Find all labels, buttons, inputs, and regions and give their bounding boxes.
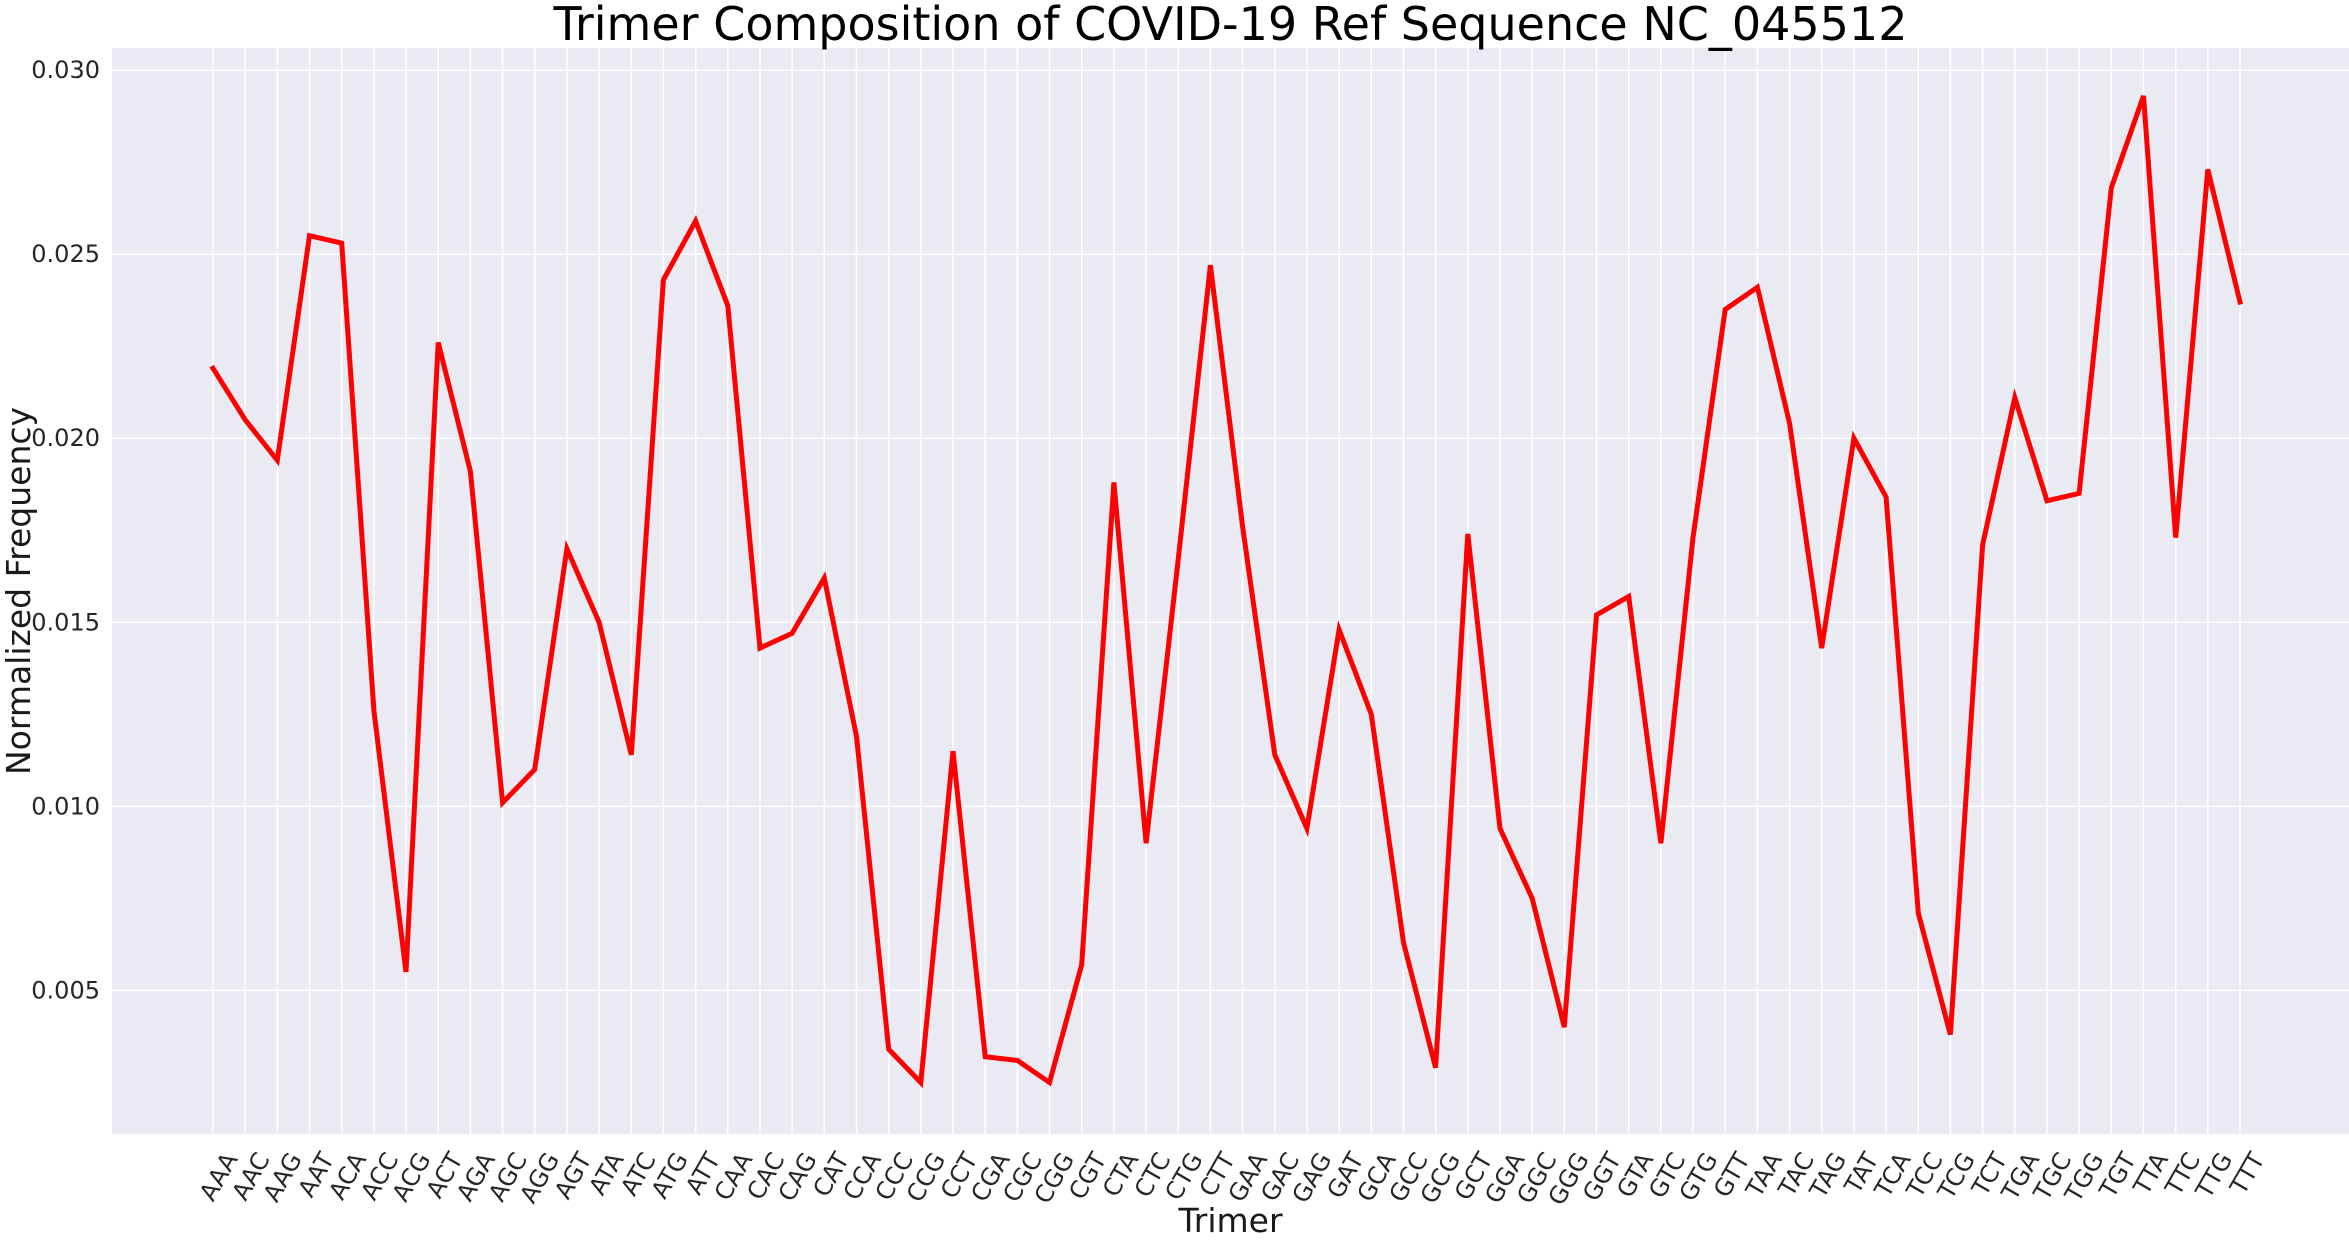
plot-area — [112, 48, 2349, 1134]
x-tick-label: TTT — [2224, 1148, 2270, 1201]
series-group — [209, 95, 2244, 1089]
y-tick-label: 0.025 — [31, 240, 100, 268]
y-tick-label: 0.020 — [31, 424, 100, 452]
grid-lines — [112, 48, 2349, 1134]
y-tick-label: 0.010 — [31, 792, 100, 820]
y-tick-label: 0.005 — [31, 976, 100, 1004]
chart-title: Trimer Composition of COVID-19 Ref Seque… — [553, 0, 1908, 51]
y-tick-label: 0.030 — [31, 56, 100, 84]
series-line — [209, 95, 2244, 1089]
x-axis-label: Trimer — [1177, 1201, 1282, 1240]
y-axis-ticks: 0.005 0.010 0.015 0.020 0.025 0.030 — [31, 56, 100, 1004]
y-tick-label: 0.015 — [31, 608, 100, 636]
y-axis-label: Normalized Frequency — [0, 407, 38, 775]
